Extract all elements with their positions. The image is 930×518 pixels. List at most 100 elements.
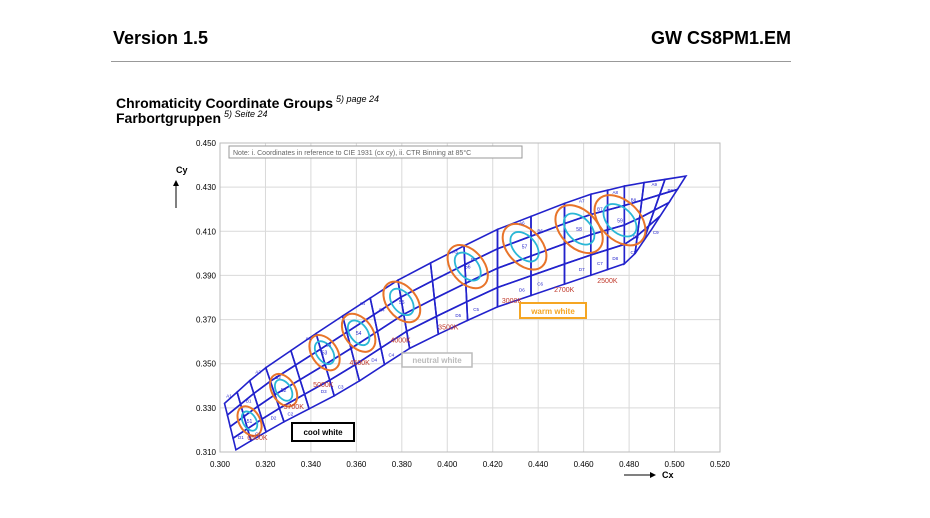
bin-cell xyxy=(658,175,688,197)
bin-label: B6 xyxy=(537,228,543,233)
bin-label: A8 xyxy=(612,190,618,195)
bin-label: A4 xyxy=(359,301,365,306)
x-axis-title: Cx xyxy=(662,470,674,480)
x-tick-label: 0.380 xyxy=(392,460,413,469)
version-label: Version 1.5 xyxy=(113,28,209,48)
bin-label: B7 xyxy=(597,206,603,211)
ellipse-label: 53 xyxy=(322,351,328,357)
x-tick-label: 0.420 xyxy=(483,460,504,469)
inner-ellipse xyxy=(313,340,336,366)
warm-white-label: warm white xyxy=(530,307,575,316)
chart-annotations: Note: i. Coordinates in reference to CIE… xyxy=(173,145,674,480)
ellipse-label: 58 xyxy=(576,227,582,233)
cool-white-label: cool white xyxy=(303,428,343,437)
inner-ellipse xyxy=(509,231,540,263)
part-number: GW CS8PM1.EM xyxy=(650,28,791,48)
outer-ellipse xyxy=(236,405,263,437)
bin-label: A7 xyxy=(579,198,585,203)
x-tick-label: 0.360 xyxy=(346,460,367,469)
macadam-ellipses: 51 52 53 54 55 56 57 58 59 xyxy=(236,194,647,437)
inner-ellipse xyxy=(346,319,371,347)
bin-cell xyxy=(530,222,566,258)
plot-frame xyxy=(219,142,721,453)
neutral-white-label: neutral white xyxy=(412,356,462,365)
cool-white-box xyxy=(291,422,355,442)
bin-label: C8 xyxy=(631,250,637,255)
y-tick-label: 0.310 xyxy=(196,448,217,457)
inner-ellipse xyxy=(274,378,294,402)
y-tick-label: 0.450 xyxy=(196,139,217,148)
bin-label: B5 xyxy=(471,257,477,262)
neutral-white-box xyxy=(401,352,473,368)
axis-ticks: 0.300 0.320 0.340 0.360 0.380 0.400 0.420 0.440… xyxy=(196,139,731,469)
bin-label: C4 xyxy=(389,353,395,358)
ellipse-label: 56 xyxy=(465,265,471,271)
cct-label: 6500K xyxy=(247,435,268,442)
bin-label: C3 xyxy=(338,384,344,389)
x-tick-label: 0.300 xyxy=(210,460,231,469)
bin-label: B9 xyxy=(668,188,674,193)
bin-cell xyxy=(433,281,468,318)
bin-label: D5 xyxy=(455,313,461,318)
x-tick-label: 0.400 xyxy=(437,460,458,469)
x-tick-label: 0.320 xyxy=(255,460,276,469)
bin-label: A2 xyxy=(255,370,261,375)
outer-ellipse xyxy=(340,312,377,353)
bin-label: B3 xyxy=(326,342,332,347)
note-box xyxy=(228,145,523,159)
x-tick-label: 0.460 xyxy=(574,460,595,469)
header-divider xyxy=(111,61,791,62)
outer-ellipse xyxy=(554,204,604,255)
bin-label: A3 xyxy=(306,336,312,341)
outer-ellipse xyxy=(308,334,341,372)
ellipse-label: 51 xyxy=(247,419,253,425)
title-de-text: Farbortgruppen xyxy=(116,110,221,126)
x-tick-label: 0.340 xyxy=(301,460,322,469)
x-tick-label: 0.480 xyxy=(619,460,640,469)
bin-label: D6 xyxy=(519,288,525,293)
y-axis-arrowhead xyxy=(173,180,179,186)
y-tick-label: 0.410 xyxy=(196,227,217,236)
bin-labels: A1 B1 C1 D1 A2 B2 C2 D2 A3 B3 C3 D3 A4 B4 C4 D4 A5 B5 C5 D5… xyxy=(226,182,673,440)
cct-label: 3000K xyxy=(502,298,523,305)
outer-ellipse xyxy=(446,244,489,290)
x-tick-label: 0.500 xyxy=(665,460,686,469)
section-title-de: Farbortgruppen 5) Seite 24 xyxy=(116,109,268,126)
cct-label: 2500K xyxy=(597,278,618,285)
inner-ellipse xyxy=(240,410,259,432)
cct-label: 2700K xyxy=(554,287,575,294)
bin-label: A5 xyxy=(452,250,458,255)
bin-label: D8 xyxy=(612,256,618,261)
bin-label: C7 xyxy=(597,261,603,266)
bin-label: C1 xyxy=(255,432,261,437)
y-tick-label: 0.430 xyxy=(196,183,217,192)
title-en-ref: 5) page 24 xyxy=(336,94,380,104)
ellipse-label: 54 xyxy=(356,331,362,337)
inner-ellipse xyxy=(389,287,415,317)
bin-label: C5 xyxy=(473,307,479,312)
y-tick-label: 0.390 xyxy=(196,271,217,280)
bin-label: B2 xyxy=(275,375,281,380)
inner-ellipse xyxy=(602,203,638,238)
title-de-ref: 5) Seite 24 xyxy=(224,109,268,119)
bin-label: A9 xyxy=(652,182,658,187)
x-axis-arrowhead xyxy=(650,472,656,478)
bin-label: D4 xyxy=(371,358,377,363)
y-tick-label: 0.350 xyxy=(196,360,217,369)
bin-label: B8 xyxy=(631,198,637,203)
cct-labels: 6500K 5700K 5000K 4500K 4000K 3500K 3000K 2700K… xyxy=(247,278,618,442)
bin-label: C9 xyxy=(653,230,659,235)
cct-label: 4000K xyxy=(390,338,411,345)
bin-label: D2 xyxy=(271,416,277,421)
outer-ellipse xyxy=(269,372,299,408)
cct-label: 3500K xyxy=(438,325,459,332)
x-tick-label: 0.440 xyxy=(528,460,549,469)
bin-label: A1 xyxy=(226,394,232,399)
chart-grid xyxy=(219,142,721,453)
y-axis-title: Cy xyxy=(176,165,188,175)
cct-label: 5000K xyxy=(313,382,334,389)
inner-ellipse xyxy=(453,251,482,282)
cct-label: 5700K xyxy=(284,404,305,411)
warm-white-box xyxy=(519,302,587,319)
